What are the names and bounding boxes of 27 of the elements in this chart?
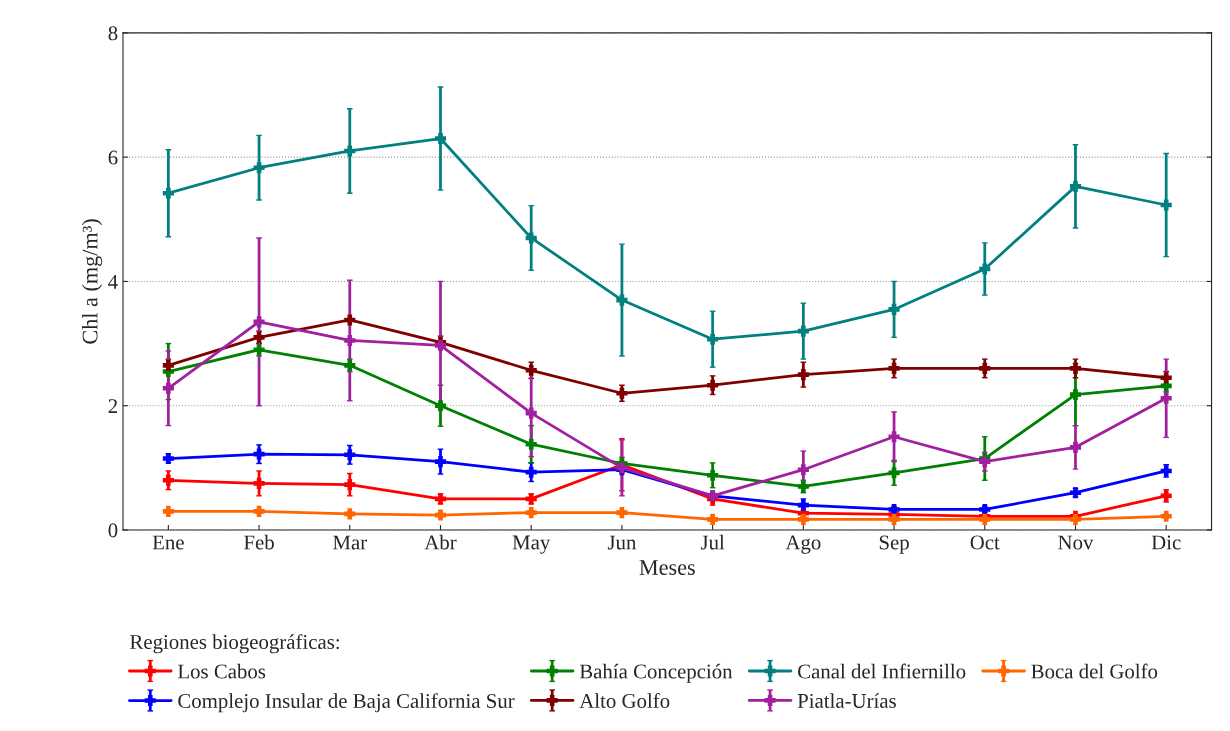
y-tick-label: 8	[108, 26, 118, 41]
x-tick-label: Mar	[333, 535, 367, 550]
legend-label: Boca del Golfo	[1031, 663, 1158, 679]
x-tick-label: Oct	[970, 535, 1000, 550]
x-tick-label: Feb	[244, 534, 274, 550]
x-tick-label: Ago	[785, 535, 821, 554]
legend-label: Alto Golfo	[579, 693, 670, 708]
x-tick-label: May	[512, 535, 551, 554]
y-tick-label: 4	[108, 274, 118, 289]
y-axis-title: Chl a (mg/m³)	[81, 219, 103, 344]
x-axis-title: Meses	[639, 560, 695, 575]
x-tick-label: Ene	[152, 535, 184, 550]
x-tick-label: Abr	[424, 534, 457, 550]
x-tick-label: Dic	[1151, 535, 1181, 550]
y-tick-label: 2	[108, 399, 117, 413]
y-tick-label: 0	[108, 523, 118, 538]
legend-label: Bahía Concepción	[579, 663, 733, 683]
legend-label: Complejo Insular de Baja California Sur	[178, 693, 515, 713]
x-tick-label: Jul	[700, 534, 725, 550]
x-tick-label: Jun	[607, 535, 637, 550]
legend-label: Los Cabos	[177, 663, 266, 679]
legend-label: Piatla-Urías	[797, 693, 896, 708]
x-tick-label: Nov	[1058, 535, 1094, 550]
x-tick-label: Sep	[879, 535, 909, 554]
legend-title: Regiones biogeográficas:	[130, 634, 339, 654]
legend-label: Canal del Infiernillo	[798, 663, 966, 679]
y-tick-label: 6	[108, 150, 118, 165]
